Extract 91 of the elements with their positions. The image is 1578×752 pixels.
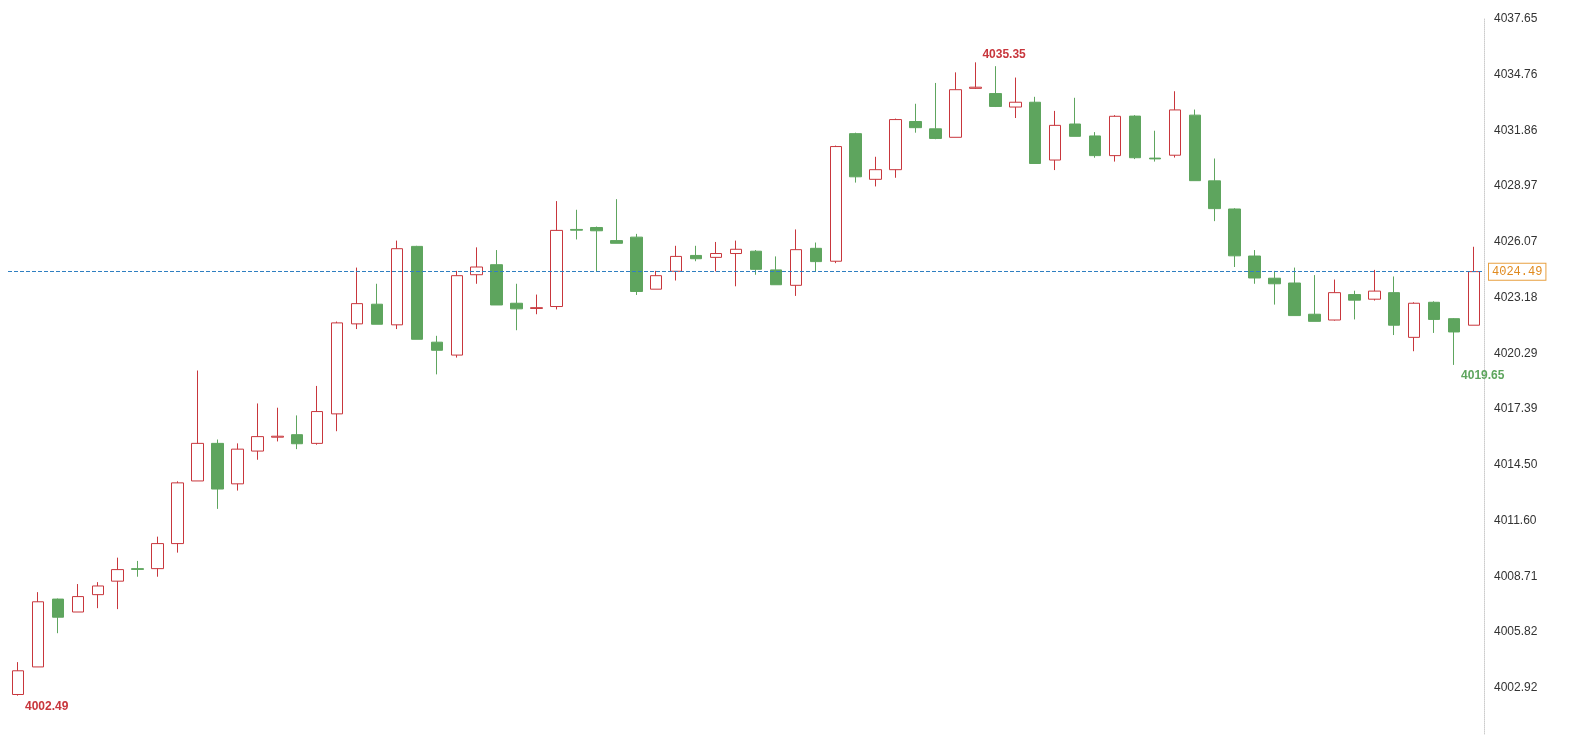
candlestick bbox=[191, 370, 204, 482]
y-tick-label: 4037.65 bbox=[1494, 11, 1538, 25]
candlestick bbox=[1448, 317, 1460, 366]
candlestick bbox=[650, 270, 662, 290]
candlestick bbox=[231, 442, 244, 492]
candlestick bbox=[211, 439, 224, 510]
candlestick bbox=[431, 335, 443, 375]
candlestick bbox=[311, 385, 323, 446]
candlestick bbox=[1228, 207, 1241, 268]
candlestick bbox=[12, 661, 24, 697]
candlestick bbox=[1308, 274, 1321, 322]
candlestick bbox=[909, 103, 922, 134]
candlestick bbox=[690, 245, 702, 262]
candlestick bbox=[830, 145, 842, 264]
candlestick bbox=[790, 228, 802, 297]
candlestick bbox=[550, 200, 563, 310]
candlestick bbox=[1468, 246, 1480, 326]
y-tick-label: 4005.82 bbox=[1494, 624, 1538, 639]
candlestick bbox=[1348, 290, 1361, 320]
candlestick bbox=[331, 321, 343, 432]
y-tick-label: 4026.07 bbox=[1494, 234, 1538, 249]
candlestick bbox=[1208, 158, 1221, 222]
candlestick bbox=[151, 536, 164, 578]
candlestick bbox=[470, 246, 483, 285]
candlestick bbox=[351, 267, 363, 330]
candlestick bbox=[271, 407, 284, 442]
y-tick-label: 4002.92 bbox=[1494, 680, 1538, 695]
annotation: 4002.49 bbox=[24, 698, 69, 713]
candlestick bbox=[391, 240, 403, 330]
candlestick bbox=[1328, 279, 1341, 322]
candlestick bbox=[889, 118, 902, 179]
annotation: 4035.35 bbox=[982, 47, 1027, 62]
y-tick-label: 4034.76 bbox=[1494, 66, 1538, 81]
annotation: 4019.65 bbox=[1461, 367, 1505, 382]
y-tick-label: 4008.71 bbox=[1494, 568, 1538, 583]
candlestick bbox=[32, 591, 44, 668]
candlestick bbox=[530, 294, 543, 315]
candlestick bbox=[510, 283, 523, 331]
candlestick bbox=[1388, 275, 1400, 336]
candlestick bbox=[670, 245, 682, 281]
candlestick bbox=[989, 65, 1002, 108]
candlestick bbox=[730, 240, 742, 287]
y-tick-label: 4031.86 bbox=[1494, 122, 1538, 137]
candlestick bbox=[1049, 110, 1061, 171]
candlestick bbox=[291, 414, 303, 450]
candlestick bbox=[92, 581, 104, 609]
candlestick bbox=[949, 71, 962, 138]
candlestick bbox=[1089, 131, 1101, 159]
y-tick-label: 4020.29 bbox=[1494, 345, 1538, 360]
candlestick bbox=[451, 270, 463, 359]
candlestick bbox=[1248, 249, 1261, 285]
y-tick-label: 4023.18 bbox=[1494, 289, 1538, 304]
ref-line-label: 4024.49 bbox=[1492, 264, 1543, 279]
candlestick bbox=[570, 209, 583, 240]
candlestick bbox=[1288, 267, 1301, 317]
candlestick bbox=[1009, 77, 1022, 119]
candlestick bbox=[1149, 130, 1161, 163]
candlestick bbox=[251, 402, 264, 461]
candlestick bbox=[171, 480, 184, 554]
candlestick bbox=[1069, 97, 1081, 137]
candlestick bbox=[52, 598, 64, 634]
y-tick-label: 4014.50 bbox=[1494, 457, 1538, 472]
candlestick bbox=[590, 226, 603, 273]
candlestick bbox=[1368, 269, 1381, 302]
candlestick bbox=[1109, 114, 1121, 163]
candlestick bbox=[1408, 301, 1420, 352]
candlestick bbox=[131, 560, 144, 578]
candlestick bbox=[72, 583, 84, 613]
candlestick bbox=[849, 132, 862, 184]
candlestick bbox=[490, 249, 503, 306]
candlestick bbox=[411, 245, 423, 340]
candlestick bbox=[1129, 114, 1141, 160]
candlestick bbox=[770, 255, 782, 286]
candlestick bbox=[630, 233, 643, 296]
candlestick bbox=[869, 156, 882, 187]
candlestick bbox=[610, 198, 623, 244]
candlestick bbox=[710, 241, 722, 272]
candlestick bbox=[111, 557, 124, 610]
candlestick bbox=[1268, 270, 1281, 306]
candlestick bbox=[969, 61, 982, 90]
candlestick bbox=[929, 82, 942, 140]
candlestick bbox=[1029, 96, 1041, 165]
y-tick-label: 4028.97 bbox=[1494, 178, 1538, 193]
candlestick bbox=[1169, 90, 1181, 159]
y-tick-label: 4017.39 bbox=[1494, 401, 1538, 416]
candlestick bbox=[1428, 300, 1440, 334]
candlestick bbox=[1189, 109, 1201, 182]
candlestick bbox=[810, 242, 822, 272]
y-tick-label: 4011.60 bbox=[1494, 513, 1537, 528]
candlestick bbox=[750, 249, 762, 276]
candlestick bbox=[371, 283, 383, 325]
